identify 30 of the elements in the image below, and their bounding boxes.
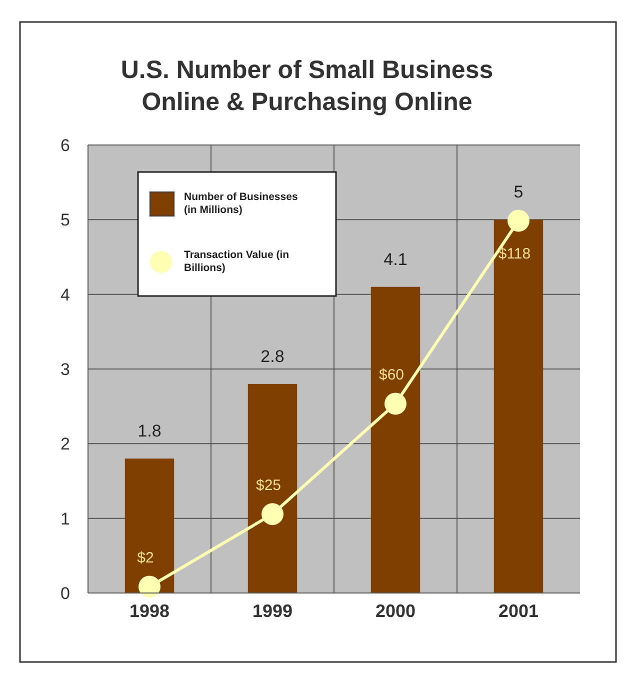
data-label: 4.1: [384, 250, 408, 269]
x-tick-label: 1998: [129, 601, 170, 621]
point: [262, 503, 284, 526]
data-label: $25: [256, 477, 282, 494]
data-label: 5: [514, 182, 524, 202]
bar: [370, 286, 420, 593]
legend-label: Transaction Value (in Billions): [184, 249, 290, 274]
y-tick-label: 0: [60, 584, 70, 603]
y-tick-label: 4: [60, 285, 70, 304]
x-tick-label: 2001: [498, 601, 539, 621]
x-tick-label: 1999: [252, 601, 293, 621]
y-tick-label: 6: [60, 136, 70, 155]
bar: [494, 220, 544, 593]
data-label: 2.8: [260, 346, 284, 366]
chart-title: U.S. Number of Small Business Online & Purchasing Online: [120, 56, 494, 116]
point: [508, 210, 530, 232]
point: [384, 392, 406, 415]
bar: [124, 458, 174, 593]
legend-label: Number of Businesses (in Millions): [184, 191, 298, 216]
y-tick-label: 1: [60, 509, 70, 528]
bar: [248, 384, 298, 593]
data-label: 1.8: [138, 422, 162, 441]
y-tick-label: 3: [60, 360, 70, 379]
y-tick-label: 5: [60, 210, 70, 230]
data-label: $118: [498, 246, 531, 263]
y-tick-label: 2: [60, 434, 70, 454]
data-label: $2: [137, 550, 154, 567]
x-tick-label: 2000: [375, 601, 416, 621]
data-label: $60: [378, 366, 404, 384]
point: [138, 576, 160, 598]
